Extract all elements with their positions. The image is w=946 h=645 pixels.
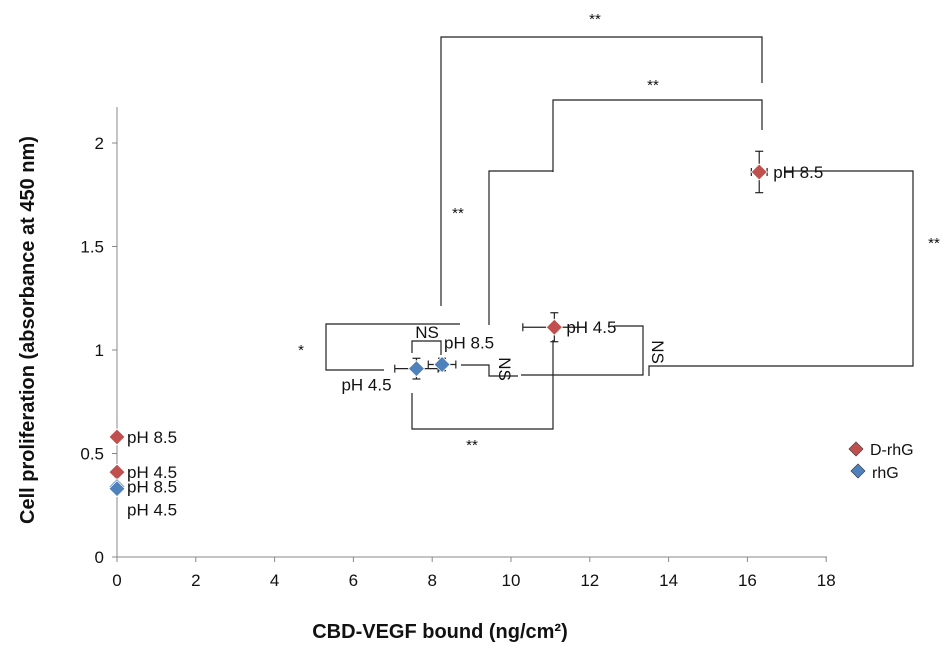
significance-labels: ** ** ** ** NS * NS NS ** (298, 11, 940, 454)
y-axis-title: Cell proliferation (absorbance at 450 nm… (17, 136, 39, 524)
bracket-9 (411, 340, 554, 430)
data-point-label: pH 4.5 (341, 376, 391, 395)
legend: D-rhG rhG (848, 441, 914, 482)
data-point-label: pH 8.5 (127, 428, 177, 447)
bracket-6 (325, 323, 460, 371)
x-tick-label: 6 (349, 571, 358, 590)
x-tick-label: 12 (580, 571, 599, 590)
legend-label-rhg: rhG (872, 465, 899, 482)
data-point-rhg (433, 355, 451, 374)
data-point-d-rhg (545, 318, 563, 336)
bracket-3 (488, 170, 553, 325)
bracket-2 (552, 99, 763, 172)
legend-swatch-d-rhg (848, 441, 864, 457)
x-tick-label: 18 (817, 571, 836, 590)
sig-label: * (298, 342, 304, 359)
data-point-label: pH 4.5 (127, 463, 177, 482)
sig-label: ** (647, 77, 659, 94)
data-point-label: pH 4.5 (127, 501, 177, 520)
x-tick-label: 10 (502, 571, 521, 590)
data-point-rhg (407, 360, 426, 378)
data-point-d-rhg (750, 163, 768, 181)
sig-label: NS (648, 340, 667, 364)
sig-label: NS (415, 323, 439, 342)
x-tick-label: 8 (427, 571, 436, 590)
bracket-5 (411, 340, 442, 355)
data-point-d-rhg (108, 463, 126, 481)
x-axis-title: CBD-VEGF bound (ng/cm²) (312, 621, 568, 643)
y-tick-label: 0.5 (80, 445, 104, 464)
data-point-label: pH 8.5 (773, 163, 823, 182)
sig-label: ** (452, 205, 464, 222)
data-point-label: pH 8.5 (127, 478, 177, 497)
y-tick-label: 0 (95, 548, 104, 567)
data-point-rhg (108, 480, 126, 498)
y-axis-ticks: 0 0.5 1 1.5 2 (80, 134, 117, 567)
significance-brackets (325, 36, 914, 430)
x-tick-label: 2 (191, 571, 200, 590)
data-point-label: pH 8.5 (444, 333, 494, 352)
data-point-d-rhg (108, 428, 126, 446)
legend-swatch-rhg (850, 463, 866, 479)
sig-label: NS (495, 357, 514, 381)
sig-label: ** (466, 437, 478, 454)
x-tick-label: 0 (112, 571, 121, 590)
y-tick-label: 1 (95, 341, 104, 360)
data-point-label: pH 4.5 (566, 318, 616, 337)
sig-label: ** (928, 235, 940, 252)
x-axis-ticks: 0 2 4 6 8 10 12 14 16 18 (112, 557, 836, 590)
bracket-4 (648, 170, 914, 376)
y-tick-label: 1.5 (80, 238, 104, 257)
x-tick-label: 16 (738, 571, 757, 590)
x-tick-label: 14 (659, 571, 678, 590)
bracket-8 (521, 325, 644, 376)
data-points: pH 8.5pH 4.5pH 4.5pH 8.5pH 8.5pH 4.5pH 4… (108, 150, 823, 520)
legend-label-d-rhg: D-rhG (870, 442, 914, 459)
sig-label: ** (589, 11, 601, 28)
x-tick-label: 4 (270, 571, 279, 590)
bracket-1 (440, 36, 763, 306)
y-tick-label: 2 (95, 134, 104, 153)
bracket-7 (461, 364, 518, 377)
